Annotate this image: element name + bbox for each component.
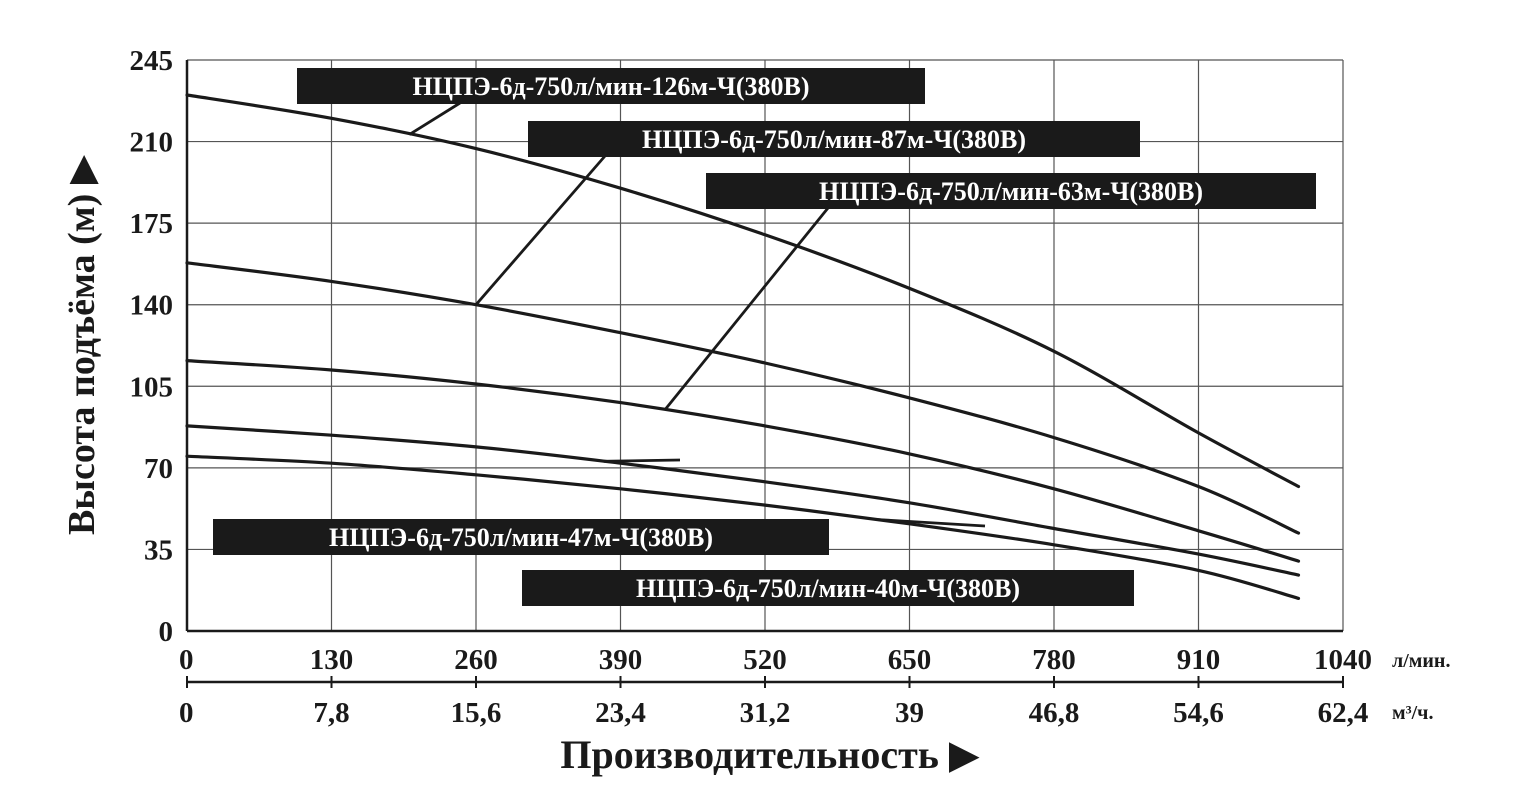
label-leader-line bbox=[474, 155, 607, 306]
series-label-box bbox=[297, 68, 925, 104]
axes bbox=[185, 60, 1344, 688]
x-tick-label: 390 bbox=[599, 644, 643, 676]
x-tick-label: 260 bbox=[454, 644, 498, 676]
y-tick-label: 70 bbox=[144, 453, 173, 485]
x-tick-label: 520 bbox=[743, 644, 787, 676]
series-label: НЦПЭ-6д-750л/мин-40м-Ч(380В) bbox=[636, 574, 1020, 603]
x-tick-label: 910 bbox=[1177, 644, 1221, 676]
label-leaders bbox=[408, 101, 986, 528]
label-leader-line bbox=[603, 458, 681, 463]
x-secondary-tick-label: 62,4 bbox=[1318, 697, 1369, 729]
x-tick-label: 780 bbox=[1032, 644, 1076, 676]
series-label: НЦПЭ-6д-750л/мин-87м-Ч(380В) bbox=[642, 125, 1026, 154]
label-leader-line bbox=[876, 518, 986, 528]
series-line bbox=[185, 359, 1301, 563]
x-unit-secondary: м³/ч. bbox=[1392, 702, 1433, 724]
series-label-box bbox=[213, 519, 829, 555]
x-tick-label: 1040 bbox=[1314, 644, 1372, 676]
x-axis-title: Производительность ▶ bbox=[560, 732, 980, 777]
x-secondary-tick-label: 46,8 bbox=[1029, 697, 1080, 729]
x-secondary-tick-label: 39 bbox=[895, 697, 924, 729]
x-secondary-tick-label: 0 bbox=[179, 697, 194, 729]
x-secondary-tick-label: 15,6 bbox=[451, 697, 502, 729]
series-label-box bbox=[522, 570, 1134, 606]
series-line bbox=[185, 261, 1301, 535]
series-label-box bbox=[706, 173, 1316, 209]
y-tick-label: 105 bbox=[130, 371, 174, 403]
series-labels: НЦПЭ-6д-750л/мин-126м-Ч(380В) НЦПЭ-6д-750… bbox=[213, 68, 1316, 606]
x-tick-label: 130 bbox=[310, 644, 354, 676]
x-secondary-tick-label: 23,4 bbox=[595, 697, 646, 729]
y-tick-label: 0 bbox=[159, 616, 174, 648]
x-tick-label: 650 bbox=[888, 644, 932, 676]
y-tick-label: 140 bbox=[130, 290, 174, 322]
x-secondary-tick-label: 54,6 bbox=[1173, 697, 1224, 729]
series-label: НЦПЭ-6д-750л/мин-63м-Ч(380В) bbox=[819, 177, 1203, 206]
tick-labels: 03570105140175210245001307,826015,639023… bbox=[130, 45, 1373, 729]
series-label: НЦПЭ-6д-750л/мин-126м-Ч(380В) bbox=[412, 72, 809, 101]
x-tick-label: 0 bbox=[179, 644, 194, 676]
series-line bbox=[185, 93, 1301, 489]
x-unit-primary: л/мин. bbox=[1392, 650, 1450, 672]
y-tick-label: 35 bbox=[144, 534, 173, 566]
y-tick-label: 175 bbox=[130, 208, 174, 240]
curves bbox=[185, 93, 1301, 600]
series-line bbox=[185, 424, 1301, 577]
series-line bbox=[185, 454, 1301, 600]
y-axis-title: Высота подъёма (м) ▶ bbox=[61, 154, 103, 535]
label-leader-line bbox=[408, 101, 461, 136]
y-tick-label: 210 bbox=[130, 127, 174, 159]
series-label-box bbox=[528, 121, 1140, 157]
y-tick-label: 245 bbox=[130, 45, 174, 77]
x-secondary-tick-label: 31,2 bbox=[740, 697, 791, 729]
series-label: НЦПЭ-6д-750л/мин-47м-Ч(380В) bbox=[329, 523, 713, 552]
label-leader-line bbox=[663, 207, 830, 411]
x-secondary-tick-label: 7,8 bbox=[313, 697, 349, 729]
